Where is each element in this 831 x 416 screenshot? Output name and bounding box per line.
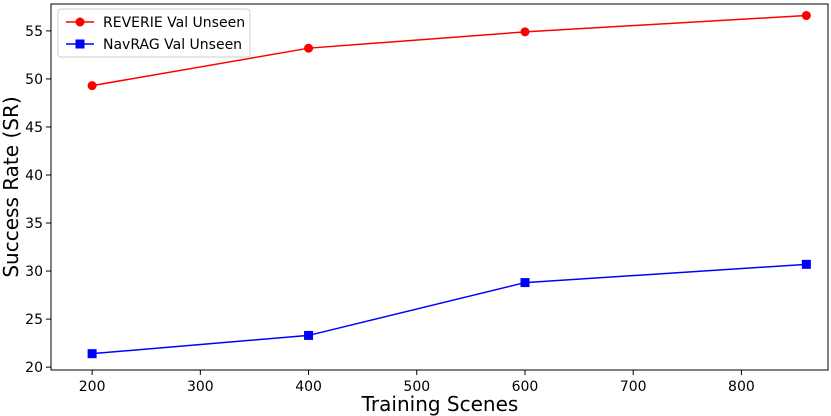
x-tick-label: 200 (79, 379, 106, 395)
x-tick-label: 600 (512, 379, 539, 395)
x-tick-label: 300 (187, 379, 214, 395)
y-tick-label: 25 (25, 312, 43, 328)
x-tick-label: 500 (403, 379, 430, 395)
data-point (87, 81, 97, 91)
data-point (520, 278, 530, 288)
legend-label: NavRAG Val Unseen (103, 37, 242, 53)
series-line (91, 14, 807, 87)
y-tick-label: 20 (25, 360, 43, 376)
y-axis-title: Success Rate (SR) (0, 96, 23, 277)
y-tick-label: 30 (25, 264, 43, 280)
data-point (304, 330, 314, 340)
plot-frame (50, 3, 829, 371)
series-1 (87, 11, 811, 91)
y-tick-label: 40 (25, 168, 43, 184)
y-tick-label: 45 (25, 120, 43, 136)
series-layer (87, 11, 811, 359)
x-tick-label: 800 (728, 379, 755, 395)
legend-box (57, 8, 251, 58)
y-tick-label: 35 (25, 216, 43, 232)
data-point (304, 43, 314, 53)
y-tick-label: 55 (25, 24, 43, 40)
legend-marker (75, 39, 85, 49)
data-point (801, 11, 811, 21)
x-tick-label: 400 (295, 379, 322, 395)
axes: 200 300 400 500 600 700 800 20 25 30 35 40 45 50 55 (25, 3, 829, 395)
x-tick-label: 700 (620, 379, 647, 395)
x-axis-title: Training Scenes (361, 392, 519, 416)
series-2 (87, 259, 811, 359)
series-line (92, 263, 807, 355)
legend-label: REVERIE Val Unseen (103, 15, 245, 31)
y-tick-label: 50 (25, 72, 43, 88)
legend: REVERIE Val Unseen NavRAG Val Unseen (57, 8, 251, 58)
data-point (520, 27, 530, 37)
data-point (87, 349, 97, 359)
legend-marker (75, 17, 85, 27)
data-point (801, 259, 811, 269)
